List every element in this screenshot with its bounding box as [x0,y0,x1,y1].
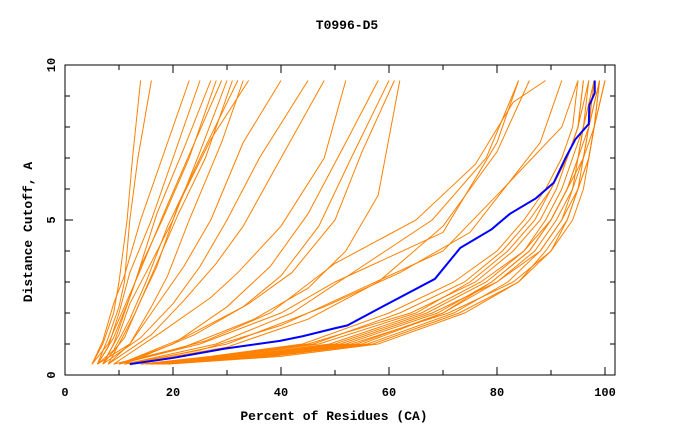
plot-frame [64,64,616,376]
x-tick-label: 20 [166,386,180,400]
model-curve-5 [102,80,212,365]
model-curve-13 [97,80,282,365]
model-curve-35 [151,80,595,365]
x-tick-label: 100 [594,386,616,400]
model-curve-15 [107,80,325,365]
model-curve-11 [102,80,250,365]
model-curve-1 [91,80,142,365]
x-tick-label: 80 [490,386,504,400]
model-curve-22 [124,80,520,365]
model-curve-36 [162,80,601,365]
model-curve-23 [129,80,530,365]
model-curve-40 [167,80,606,365]
x-axis-label: Percent of Residues (CA) [240,409,427,424]
series-lines [91,80,606,366]
y-tick-label: 5 [45,216,59,223]
chart-title: T0996-D5 [316,18,379,33]
model-curve-2 [96,80,152,365]
y-axis-label: Distance Cutoff, A [21,162,36,303]
highlighted-model-curve [129,80,596,366]
model-curve-26 [124,80,579,365]
model-curve-3 [91,80,190,365]
model-curve-25 [129,80,563,365]
axis-ticks [64,64,615,376]
model-curve-21 [118,80,520,365]
axis-tick-labels: 0 20 40 60 80 100 0 5 10 [45,58,616,400]
model-curve-14 [102,80,309,365]
model-curve-16 [113,80,347,365]
x-tick-label: 60 [382,386,396,400]
model-curve-6 [96,80,217,365]
y-tick-label: 0 [45,371,59,378]
x-tick-label: 0 [61,386,68,400]
model-curve-4 [96,80,201,365]
model-curve-30 [156,80,595,365]
x-tick-label: 40 [274,386,288,400]
model-curve-38 [156,80,601,365]
model-curve-8 [102,80,228,365]
model-curve-7 [91,80,223,365]
y-tick-label: 10 [45,58,59,72]
model-curve-24 [118,80,546,365]
model-curve-19 [124,80,395,365]
model-curve-18 [118,80,390,365]
model-curve-39 [140,80,579,365]
